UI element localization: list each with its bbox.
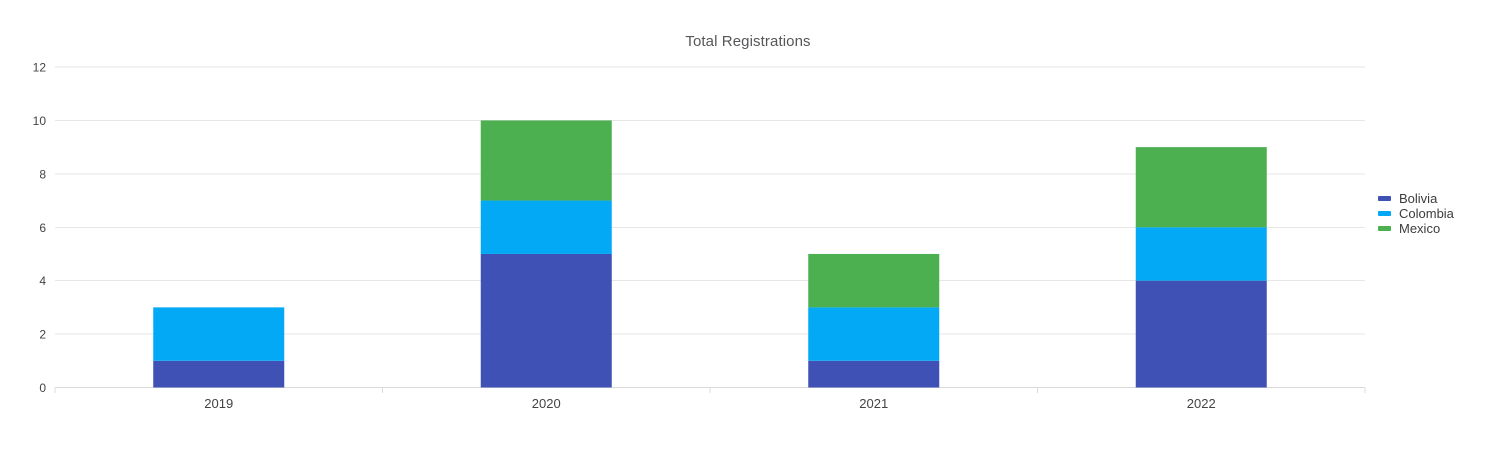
- legend-marker-mexico: [1378, 226, 1391, 231]
- y-axis-label-12: 12: [33, 61, 47, 75]
- chart-title: Total Registrations: [685, 33, 811, 50]
- bar-segment-2020-colombia[interactable]: [480, 200, 612, 254]
- x-axis-label-2019: 2019: [204, 396, 233, 411]
- bar-segment-2020-mexico[interactable]: [480, 120, 612, 201]
- bar-segment-2020-bolivia[interactable]: [480, 253, 612, 388]
- y-axis-label-2: 2: [39, 328, 46, 342]
- bar-segment-2021-mexico[interactable]: [808, 253, 940, 308]
- bar-segment-2022-bolivia[interactable]: [1135, 280, 1267, 388]
- x-axis-label-2020: 2020: [532, 396, 561, 411]
- legend-label-mexico: Mexico: [1399, 221, 1440, 236]
- legend-marker-colombia: [1378, 211, 1391, 216]
- x-axis-label-2022: 2022: [1187, 396, 1216, 411]
- bar-segment-2019-colombia[interactable]: [153, 307, 285, 361]
- x-axis-label-2021: 2021: [859, 396, 888, 411]
- legend-label-bolivia: Bolivia: [1399, 191, 1438, 206]
- bar-segment-2022-colombia[interactable]: [1135, 227, 1267, 281]
- y-axis-label-0: 0: [39, 381, 46, 395]
- bar-segment-2019-bolivia[interactable]: [153, 360, 285, 388]
- bar-segment-2021-bolivia[interactable]: [808, 360, 940, 388]
- legend-label-colombia: Colombia: [1399, 206, 1455, 221]
- y-axis-label-6: 6: [39, 221, 46, 235]
- y-axis-label-10: 10: [33, 114, 47, 128]
- bar-segment-2021-colombia[interactable]: [808, 307, 940, 361]
- bar-segment-2022-mexico[interactable]: [1135, 147, 1267, 228]
- y-axis-label-8: 8: [39, 167, 46, 181]
- legend-marker-bolivia: [1378, 196, 1391, 201]
- y-axis-label-4: 4: [39, 274, 46, 288]
